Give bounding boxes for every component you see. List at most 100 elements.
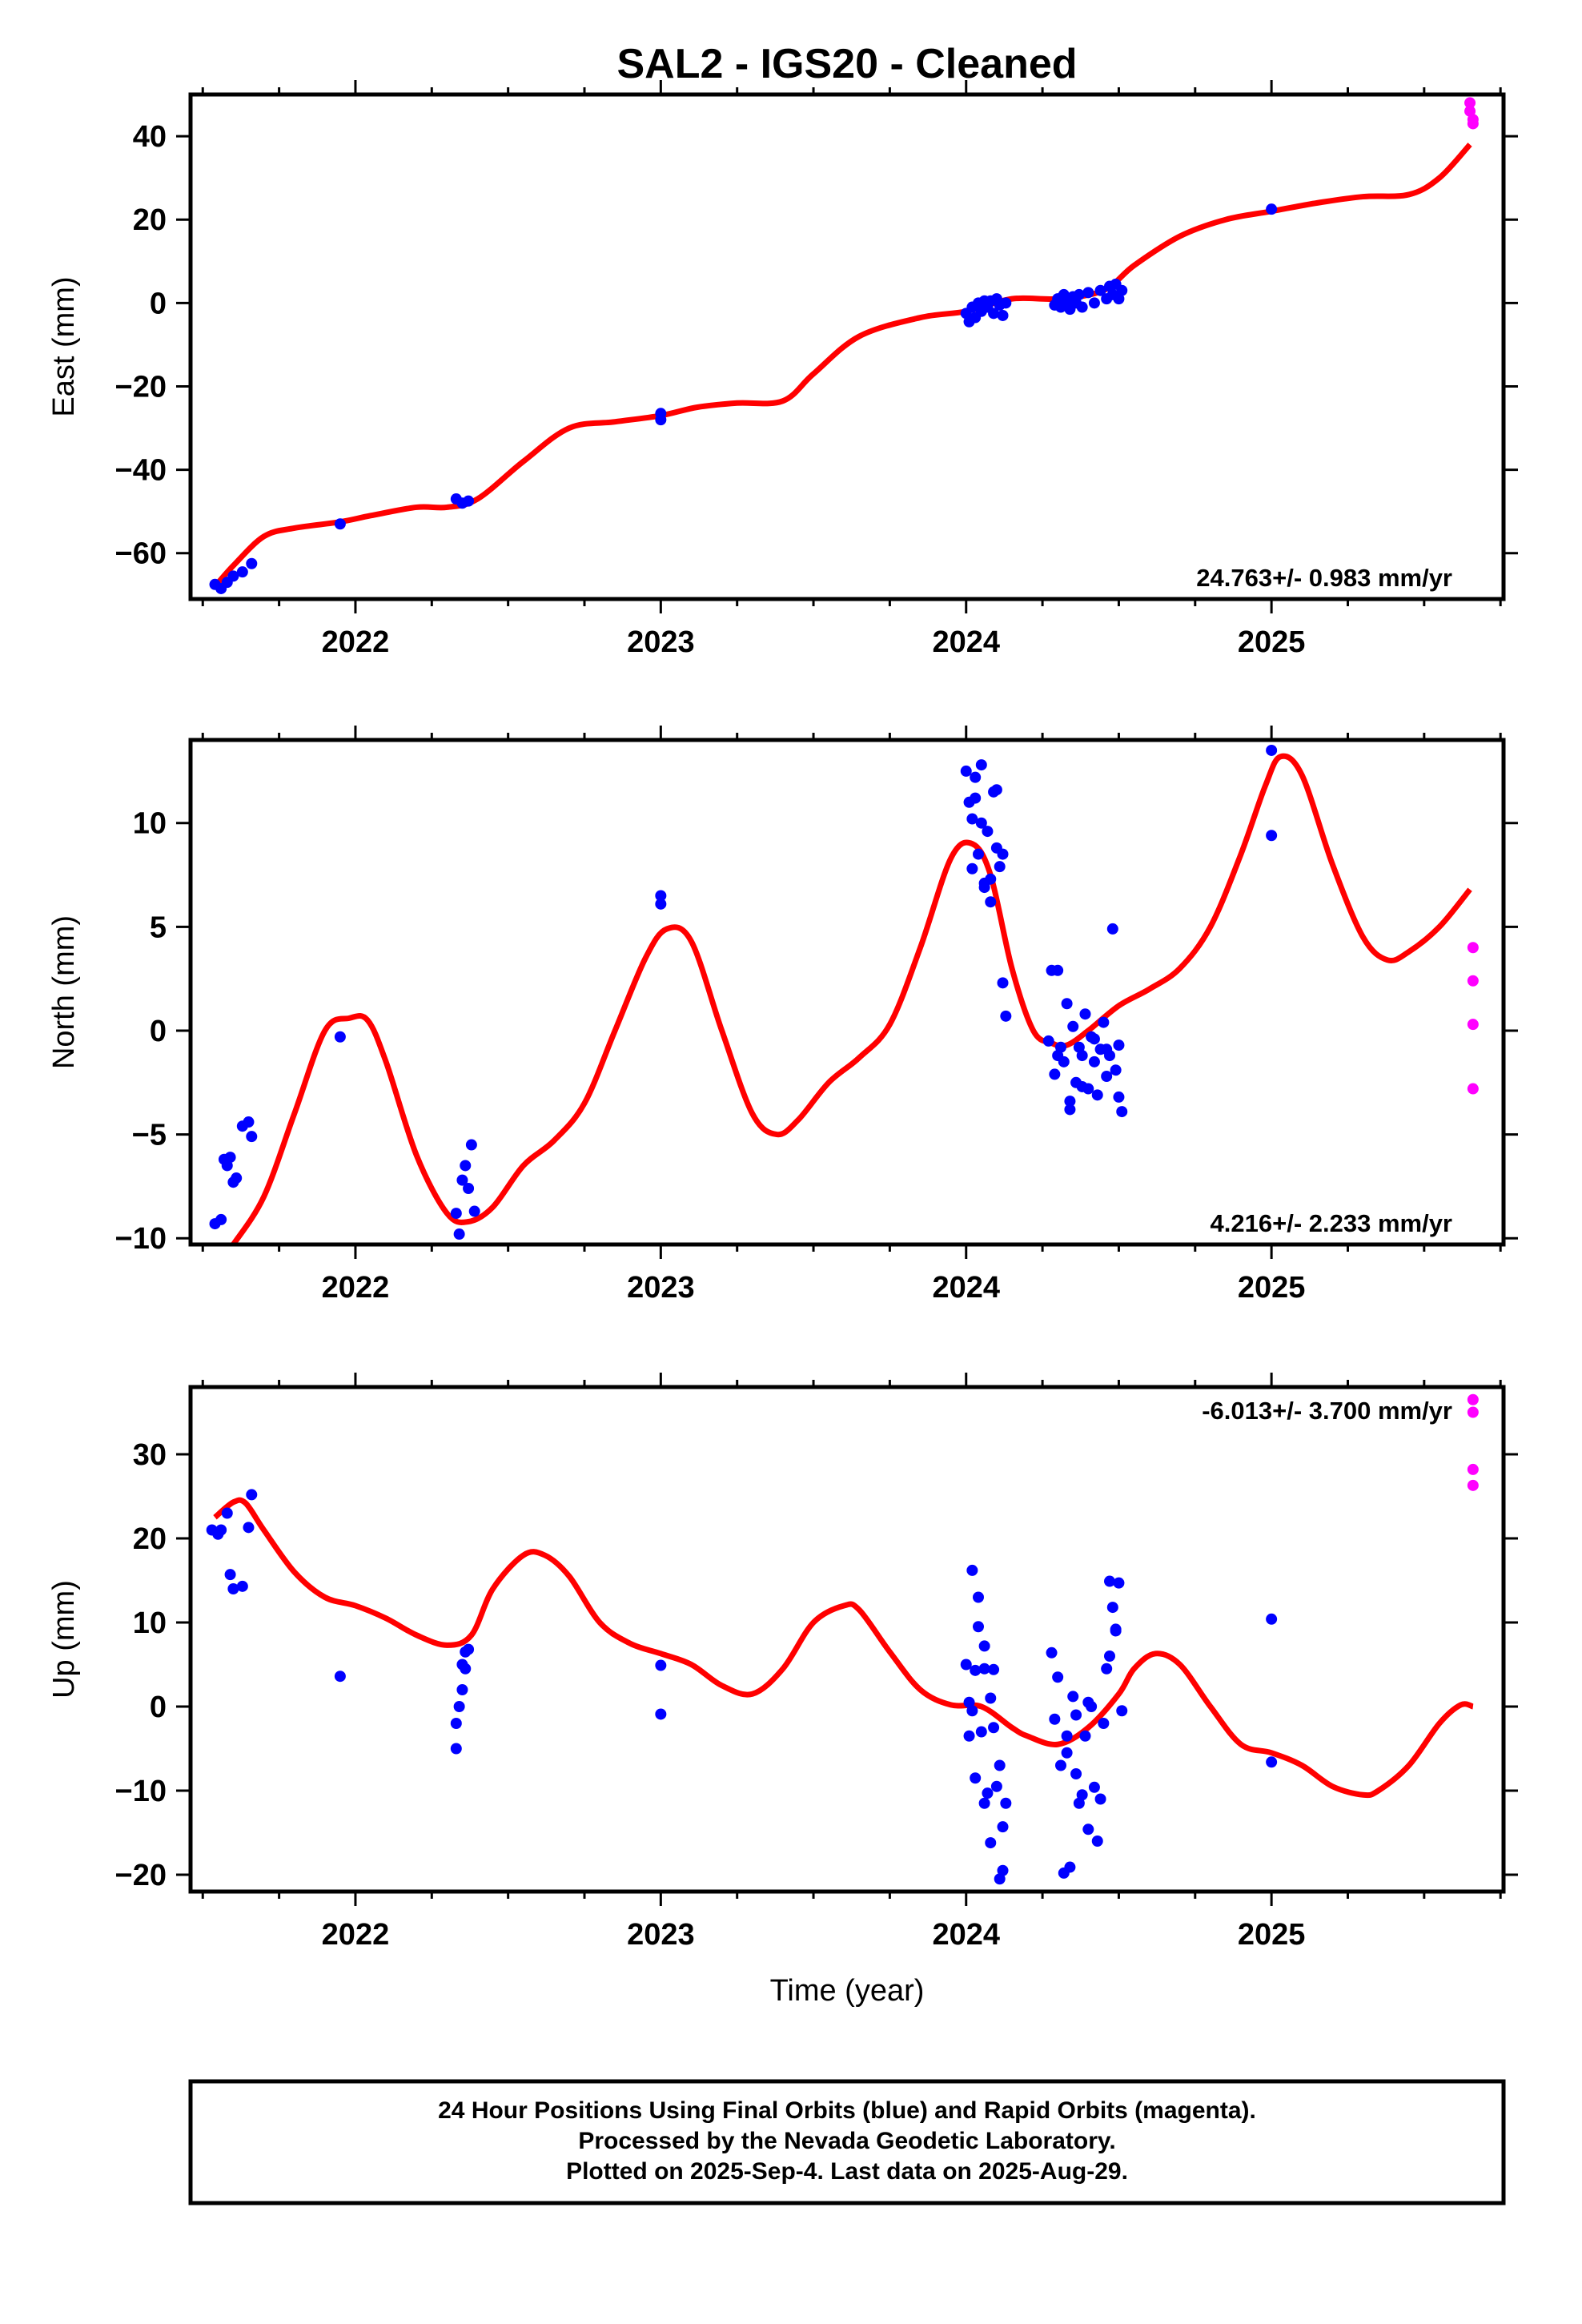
north-final-point — [463, 1183, 475, 1194]
up-final-point — [224, 1569, 236, 1581]
north-final-point — [975, 817, 987, 829]
up-final-point — [978, 1663, 990, 1675]
north-rapid-point — [1467, 1019, 1479, 1031]
north-final-point — [1042, 1035, 1054, 1047]
north-x-tick-label: 2023 — [627, 1271, 695, 1305]
up-rapid-point — [1467, 1406, 1479, 1418]
up-model-curve — [213, 1497, 1474, 1799]
north-final-point — [1101, 1043, 1113, 1055]
up-final-point — [246, 1489, 258, 1501]
up-final-point — [450, 1743, 462, 1755]
up-final-point — [1052, 1671, 1064, 1683]
north-rapid-point — [1467, 942, 1479, 954]
up-final-point — [450, 1718, 462, 1729]
north-final-point — [970, 792, 982, 804]
up-final-point — [982, 1787, 994, 1799]
north-final-point — [1088, 1055, 1100, 1068]
north-y-tick-label: 5 — [150, 911, 167, 944]
up-final-point — [966, 1564, 978, 1576]
north-final-point — [468, 1205, 480, 1217]
north-final-point — [1049, 1068, 1061, 1080]
north-final-point — [1064, 1096, 1076, 1108]
north-final-point — [990, 784, 1002, 796]
up-final-point — [985, 1837, 997, 1849]
up-rapid-point — [1467, 1463, 1479, 1475]
east-final-point — [1088, 297, 1100, 309]
north-final-point — [453, 1228, 465, 1240]
up-final-point — [1082, 1696, 1094, 1708]
east-final-point — [1082, 287, 1094, 299]
north-x-tick-label: 2025 — [1238, 1271, 1306, 1305]
up-rapid-point — [1467, 1393, 1479, 1405]
up-x-tick-label: 2024 — [932, 1918, 1000, 1952]
up-final-point — [1000, 1797, 1012, 1809]
north-model-curve — [231, 753, 1472, 1244]
up-final-point — [334, 1671, 346, 1683]
north-final-point — [960, 765, 972, 777]
north-final-point — [1110, 1064, 1122, 1076]
north-final-point — [450, 1208, 462, 1220]
north-x-tick-label: 2024 — [932, 1271, 1000, 1305]
up-y-tick-label: −10 — [115, 1775, 167, 1808]
north-final-point — [231, 1172, 243, 1184]
up-final-point — [1079, 1730, 1091, 1742]
north-final-point — [1266, 830, 1278, 842]
up-final-point — [970, 1772, 982, 1784]
east-plot-frame — [188, 92, 1506, 601]
north-final-point — [1116, 1106, 1128, 1118]
east-model-curve — [212, 143, 1472, 589]
up-final-point — [456, 1684, 468, 1695]
north-final-point — [982, 826, 994, 838]
up-final-point — [221, 1507, 233, 1519]
north-final-point — [1076, 1080, 1088, 1092]
north-final-point — [1067, 1020, 1079, 1032]
north-final-point — [997, 848, 1009, 860]
up-final-point — [1070, 1709, 1082, 1721]
north-final-point — [456, 1174, 468, 1186]
north-final-point — [1113, 1091, 1125, 1103]
up-final-point — [1266, 1756, 1278, 1768]
up-final-point — [1106, 1602, 1118, 1614]
up-final-point — [243, 1522, 255, 1534]
north-final-point — [1088, 1033, 1100, 1045]
up-rate-label: -6.013+/- 3.700 mm/yr — [1202, 1397, 1452, 1425]
north-final-point — [1091, 1089, 1103, 1101]
up-final-point — [997, 1821, 1009, 1833]
north-final-point — [1266, 744, 1278, 756]
up-x-tick-label: 2025 — [1238, 1918, 1306, 1952]
north-x-tick-label: 2022 — [322, 1271, 390, 1305]
up-final-point — [966, 1705, 978, 1717]
east-rapid-point — [1467, 118, 1479, 130]
east-y-tick-label: 40 — [133, 120, 167, 154]
up-final-point — [994, 1759, 1006, 1771]
north-rapid-point — [1467, 975, 1479, 987]
up-final-point — [978, 1797, 990, 1809]
east-final-point — [1094, 284, 1106, 296]
east-final-point — [463, 495, 475, 507]
up-x-tick-label: 2022 — [322, 1918, 390, 1952]
north-final-point — [243, 1116, 255, 1128]
north-final-point — [1052, 1050, 1064, 1062]
north-final-point — [224, 1152, 236, 1164]
up-plot-frame — [188, 1385, 1506, 1894]
north-final-point — [460, 1160, 472, 1172]
east-rate-label: 24.763+/- 0.983 mm/yr — [1196, 564, 1452, 592]
up-final-point — [1113, 1577, 1125, 1589]
north-final-point — [978, 877, 990, 889]
up-final-point — [994, 1873, 1006, 1885]
up-final-point — [975, 1726, 987, 1738]
north-final-point — [246, 1131, 258, 1143]
north-rate-label: 4.216+/- 2.233 mm/yr — [1211, 1209, 1452, 1237]
up-final-point — [960, 1659, 972, 1671]
north-y-tick-label: 10 — [133, 807, 167, 841]
up-final-point — [1067, 1691, 1079, 1703]
up-final-point — [963, 1696, 975, 1708]
north-rapid-point — [1467, 1083, 1479, 1095]
north-final-point — [975, 759, 987, 771]
east-final-point — [988, 308, 1000, 320]
up-final-point — [1088, 1781, 1100, 1793]
x-axis-label: Time (year) — [770, 1974, 925, 2008]
footer-line-2: Processed by the Nevada Geodetic Laborat… — [578, 2128, 1115, 2154]
